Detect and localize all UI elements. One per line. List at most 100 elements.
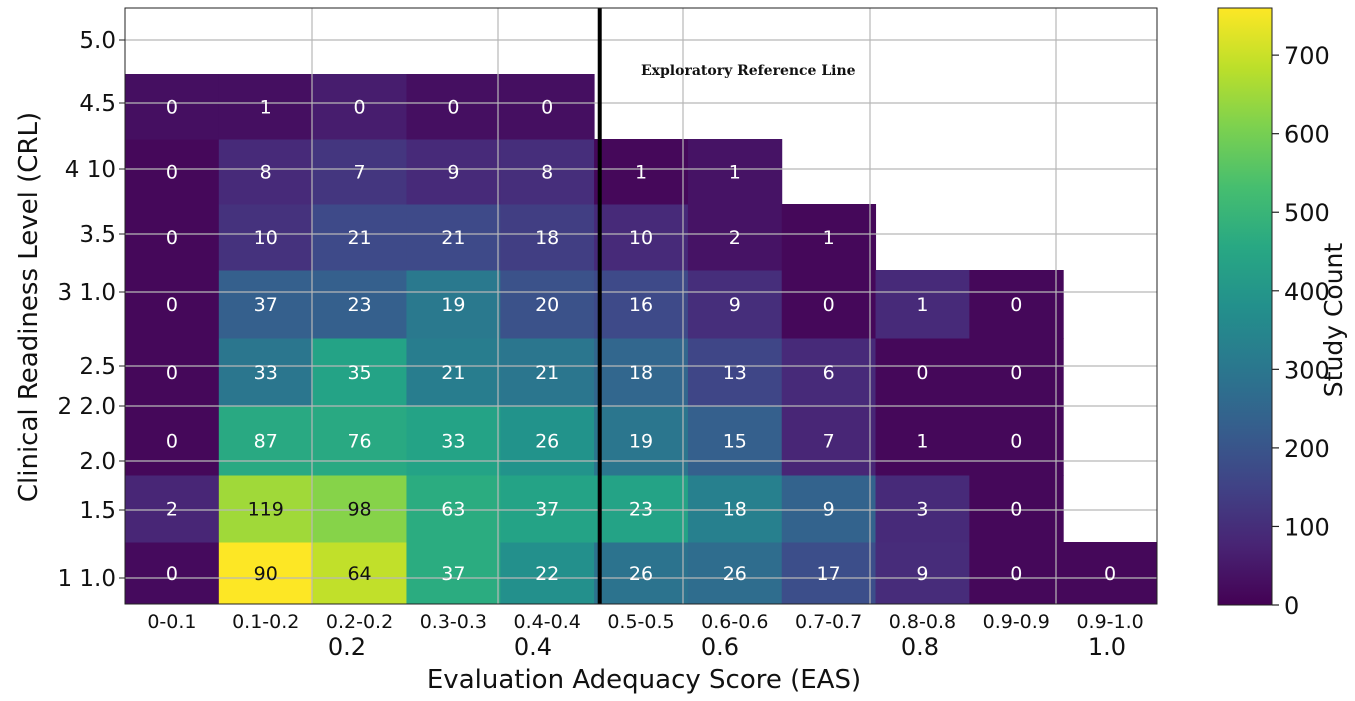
x-tick-label: 0.5-0.5	[607, 611, 674, 633]
x-axis-secondary-ticks: 0.2 0.4 0.6 0.8 1.0	[328, 633, 1126, 661]
heatmap-cell	[125, 338, 220, 407]
heatmap-cell	[875, 338, 970, 407]
x-tick-label: 0-0.1	[147, 611, 196, 633]
cell-value-label: 1	[260, 97, 272, 119]
heatmap-cell	[875, 406, 970, 476]
heatmap-cell	[312, 139, 407, 205]
cell-value-label: 19	[629, 431, 653, 453]
cell-value-label: 9	[916, 563, 928, 585]
x-tick-label: 0.8-0.8	[889, 611, 956, 633]
heatmap-cell	[500, 139, 595, 205]
heatmap-cell	[218, 475, 314, 543]
heatmap-cell	[781, 204, 877, 271]
heatmap-cell	[125, 74, 220, 140]
cell-value-label: 35	[347, 362, 371, 384]
cell-value-label: 37	[441, 563, 465, 585]
cell-value-label: 13	[723, 362, 747, 384]
heatmap-cell	[218, 406, 314, 476]
heatmap-cell	[687, 270, 783, 339]
x-tick-label: 0.9-1.0	[1076, 611, 1143, 633]
cell-value-label: 8	[541, 162, 553, 184]
y-axis-label: Clinical Readiness Level (CRL)	[14, 112, 44, 502]
y-tick-label: 2.0	[79, 449, 116, 475]
heatmap-cell	[781, 338, 877, 407]
x-tick-label: 0.4-0.4	[514, 611, 581, 633]
y-tick-label: 5.0	[79, 28, 116, 54]
heatmap-cell	[312, 204, 407, 271]
cell-value-label: 0	[541, 97, 553, 119]
colorbar-label: Study Count	[1319, 243, 1348, 398]
heatmap-cell	[594, 270, 689, 339]
heatmap-cell	[406, 270, 501, 339]
heatmap-cell	[875, 542, 970, 605]
cell-value-label: 26	[723, 563, 747, 585]
colorbar-tick-label: 100	[1284, 513, 1330, 541]
cell-value-label: 63	[441, 499, 465, 521]
x-secondary-tick-label: 0.4	[514, 633, 552, 661]
cell-value-label: 0	[1010, 362, 1022, 384]
gridlines	[125, 8, 1157, 604]
x-axis-label: Evaluation Adequacy Score (EAS)	[427, 665, 861, 695]
heatmap-cell	[687, 542, 783, 605]
heatmap-cell	[594, 139, 689, 205]
cell-value-label: 33	[441, 431, 465, 453]
reference-line-label: Exploratory Reference Line	[641, 63, 856, 79]
heatmap-cell	[125, 204, 220, 271]
heatmap-cell	[218, 338, 314, 407]
cell-value-label: 1	[916, 431, 928, 453]
cell-value-label: 18	[535, 227, 559, 249]
cell-value-label: 19	[441, 294, 465, 316]
heatmap-cell	[312, 406, 407, 476]
heatmap-cell	[687, 139, 783, 205]
cell-value-label: 0	[166, 294, 178, 316]
cell-value-label: 17	[817, 563, 841, 585]
cell-value-label: 0	[1104, 563, 1116, 585]
cell-labels: 0 90 64 37 22 26 26 17 9 0 02 119 98 63 37 23 18 9 3 00 87 76…	[166, 97, 1116, 586]
heatmap-cell	[687, 338, 783, 407]
y-tick-label: 1 1.0	[57, 566, 116, 592]
heatmap-cell	[969, 406, 1064, 476]
heatmap-cell	[594, 338, 689, 407]
heatmap-cell	[125, 542, 220, 605]
cell-value-label: 9	[447, 162, 459, 184]
cell-value-label: 37	[254, 294, 278, 316]
heatmap-cell	[500, 204, 595, 271]
cell-value-label: 23	[347, 294, 371, 316]
heatmap-cell	[125, 270, 220, 339]
cell-value-label: 7	[353, 162, 365, 184]
heatmap-cell	[406, 338, 501, 407]
x-secondary-tick-label: 0.6	[701, 633, 739, 661]
y-tick-label: 3.5	[79, 222, 116, 248]
cell-value-label: 21	[441, 362, 465, 384]
cell-value-label: 3	[916, 499, 928, 521]
heatmap-cell	[781, 475, 877, 543]
cell-value-label: 1	[635, 162, 647, 184]
heatmap-cell	[406, 139, 501, 205]
cell-value-label: 1	[729, 162, 741, 184]
heatmap-cell	[312, 270, 407, 339]
heatmap-cell	[594, 542, 689, 605]
colorbar-tick-label: 300	[1284, 356, 1330, 384]
cell-value-label: 20	[535, 294, 559, 316]
cell-value-label: 1	[916, 294, 928, 316]
cell-value-label: 0	[166, 97, 178, 119]
colorbar-tick-label: 600	[1284, 121, 1330, 149]
cell-value-label: 0	[1010, 563, 1022, 585]
cell-value-label: 8	[260, 162, 272, 184]
cell-value-label: 0	[166, 563, 178, 585]
cell-value-label: 0	[823, 294, 835, 316]
cell-value-label: 21	[535, 362, 559, 384]
x-secondary-tick-label: 0.2	[328, 633, 366, 661]
heatmap-cell	[312, 542, 407, 605]
x-secondary-tick-label: 0.8	[901, 633, 939, 661]
cell-value-label: 119	[248, 499, 284, 521]
heatmap-cell	[125, 406, 220, 476]
heatmap-cell	[875, 475, 970, 543]
heatmap-cell	[406, 475, 501, 543]
cell-value-label: 33	[254, 362, 278, 384]
cell-value-label: 6	[823, 362, 835, 384]
cell-value-label: 2	[729, 227, 741, 249]
x-tick-label: 0.9-0.9	[983, 611, 1050, 633]
y-tick-label: 3 1.0	[57, 280, 116, 306]
heatmap-cell	[218, 542, 314, 605]
